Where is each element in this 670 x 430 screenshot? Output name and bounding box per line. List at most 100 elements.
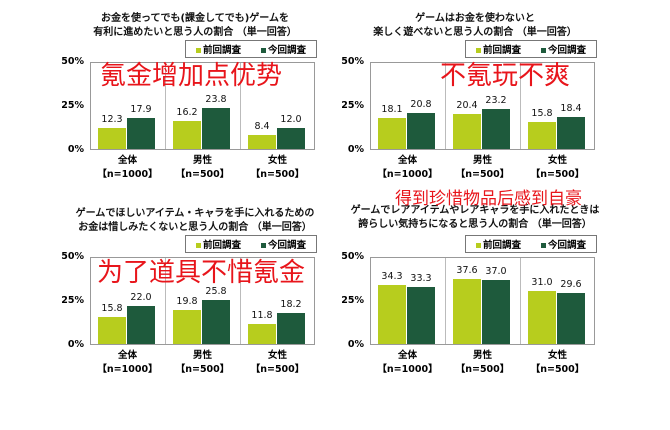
- legend-label: 前回調査: [202, 240, 241, 251]
- data-label: 15.8: [531, 107, 553, 119]
- plot-area: 34.3 33.3 37.6 37.0 31.0 29.6: [370, 257, 595, 345]
- legend-label: 今回調査: [547, 45, 586, 56]
- y-tick-label: 0%: [67, 144, 84, 155]
- category-divider: [445, 258, 446, 344]
- chart-legend: 前回調査 今回調査: [465, 40, 597, 58]
- category-label: 【n=1000】: [97, 364, 158, 375]
- legend-item: 前回調査: [475, 42, 521, 56]
- bar: [202, 108, 230, 149]
- chart-title-line: ゲームでレアアイテムやレアキャラを手に入れたときは: [350, 205, 600, 216]
- y-tick-label: 25%: [61, 295, 84, 306]
- bar: [127, 306, 155, 344]
- bar: [98, 127, 126, 149]
- y-tick-label: 50%: [341, 56, 364, 67]
- chart-panel: ゲームはお金を使わないと楽しく遊べないと思う人の割合 （単一回答） 前回調査 今回調…: [310, 5, 610, 200]
- data-label: 34.3: [381, 271, 403, 283]
- y-tick-label: 25%: [341, 295, 364, 306]
- legend-item: 今回調査: [260, 42, 306, 56]
- legend-swatch: [195, 48, 201, 53]
- y-tick-label: 0%: [67, 339, 84, 350]
- category-label: 女性: [547, 350, 567, 361]
- legend-swatch: [260, 48, 266, 53]
- category-label: 女性: [267, 155, 287, 166]
- category-label: 【n=1000】: [97, 169, 158, 180]
- category-label: 【n=500】: [455, 364, 510, 375]
- category-divider: [165, 63, 166, 149]
- bar: [248, 323, 276, 344]
- bar: [453, 113, 481, 149]
- category-label: 全体: [117, 350, 137, 361]
- y-tick-label: 0%: [347, 144, 364, 155]
- bar: [557, 293, 585, 344]
- data-label: 33.3: [410, 272, 432, 284]
- category-label: 男性: [192, 350, 212, 361]
- bar: [127, 118, 155, 149]
- data-label: 16.2: [176, 107, 198, 119]
- data-label: 15.8: [101, 302, 123, 314]
- category-label: 全体: [397, 350, 417, 361]
- data-label: 29.6: [560, 279, 582, 291]
- chart-title: お金を使ってでも(課金してでも)ゲームを 有利に進めたいと思う人の割合 （単一回答…: [60, 12, 330, 40]
- bar: [173, 309, 201, 344]
- category-label: 女性: [547, 155, 567, 166]
- bar: [277, 312, 305, 344]
- data-label: 18.2: [280, 298, 302, 310]
- category-divider: [520, 63, 521, 149]
- legend-item: 今回調査: [540, 237, 586, 251]
- plot-area: 18.1 20.8 20.4 23.2 15.8 18.4: [370, 62, 595, 150]
- legend-swatch: [195, 243, 201, 248]
- chart-title: ゲームでほしいアイテム・キャラを手に入れるための お金は惜しみたくないと思う人の割…: [60, 207, 330, 235]
- data-label: 37.6: [456, 265, 478, 277]
- category-label: 女性: [267, 350, 287, 361]
- y-tick-label: 25%: [341, 100, 364, 111]
- chart-panel: ゲームでレアアイテムやレアキャラを手に入れたときは 誇らしい気持ちになると思う人の…: [310, 189, 610, 395]
- legend-label: 前回調査: [482, 45, 521, 56]
- bar: [482, 280, 510, 344]
- legend-swatch: [260, 243, 266, 248]
- bar: [378, 285, 406, 344]
- chart-title-line: 楽しく遊べないと思う人の割合 （単一回答）: [373, 27, 577, 38]
- category-label: 【n=1000】: [377, 169, 438, 180]
- legend-label: 今回調査: [547, 240, 586, 251]
- bar: [173, 121, 201, 149]
- chart-title-line: 有利に進めたいと思う人の割合 （単一回答）: [93, 27, 297, 38]
- legend-swatch: [475, 243, 481, 248]
- legend-item: 前回調査: [475, 237, 521, 251]
- chart-legend: 前回調査 今回調査: [185, 235, 317, 253]
- category-label: 【n=500】: [455, 169, 510, 180]
- legend-swatch: [540, 243, 546, 248]
- chart-legend: 前回調査 今回調査: [185, 40, 317, 58]
- bar: [482, 109, 510, 149]
- legend-item: 今回調査: [540, 42, 586, 56]
- chart-title-line: ゲームはお金を使わないと: [415, 13, 535, 24]
- chart-panel: お金を使ってでも(課金してでも)ゲームを 有利に進めたいと思う人の割合 （単一回答…: [30, 5, 330, 200]
- category-label: 【n=500】: [175, 169, 230, 180]
- overlay-caption: 为了道具不惜氪金: [97, 258, 306, 288]
- data-label: 18.4: [560, 103, 582, 115]
- data-label: 22.0: [130, 292, 152, 304]
- category-label: 【n=500】: [530, 364, 585, 375]
- bar: [407, 286, 435, 344]
- category-label: 男性: [192, 155, 212, 166]
- bar: [528, 121, 556, 149]
- bar: [277, 128, 305, 149]
- bar: [557, 117, 585, 149]
- category-label: 全体: [397, 155, 417, 166]
- data-label: 19.8: [176, 295, 198, 307]
- chart-title: ゲームでレアアイテムやレアキャラを手に入れたときは 誇らしい気持ちになると思う人の…: [340, 204, 610, 232]
- category-label: 【n=500】: [250, 169, 305, 180]
- overlay-caption: 氪金增加点优势: [100, 61, 283, 91]
- category-label: 【n=500】: [175, 364, 230, 375]
- bar: [407, 113, 435, 149]
- bar: [453, 279, 481, 344]
- data-label: 20.4: [456, 99, 478, 111]
- legend-swatch: [540, 48, 546, 53]
- data-label: 12.3: [101, 113, 123, 125]
- category-label: 全体: [117, 155, 137, 166]
- chart-title: ゲームはお金を使わないと楽しく遊べないと思う人の割合 （単一回答）: [340, 12, 610, 40]
- bar: [378, 117, 406, 149]
- bar: [202, 299, 230, 344]
- bar: [248, 134, 276, 149]
- legend-item: 前回調査: [195, 42, 241, 56]
